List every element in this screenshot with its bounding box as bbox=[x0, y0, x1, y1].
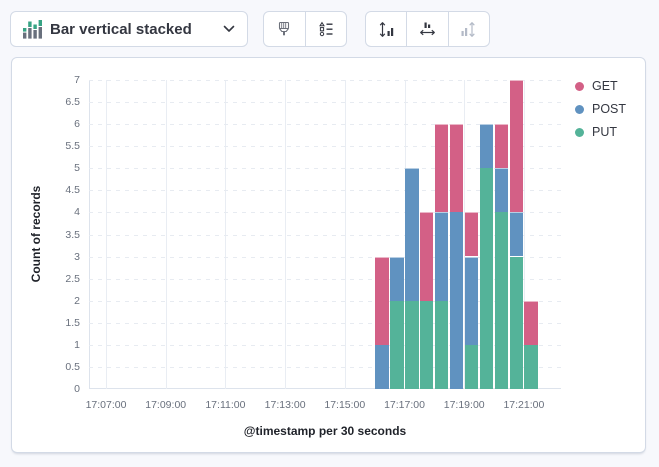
bar-segment-put[interactable] bbox=[419, 300, 434, 389]
bar-segment-put[interactable] bbox=[464, 344, 479, 389]
legend-dot-icon bbox=[575, 81, 584, 91]
horizontal-gridline bbox=[89, 278, 561, 280]
bar-segment-put[interactable] bbox=[434, 300, 449, 389]
legend-dot-icon bbox=[575, 127, 584, 137]
y-axis-tick-label: 4 bbox=[74, 206, 80, 219]
bar-segment-post[interactable] bbox=[375, 344, 389, 389]
y-axis-tick-label: 1 bbox=[74, 338, 80, 351]
legend: GET POST PUT bbox=[575, 79, 626, 148]
horizontal-gridline bbox=[89, 190, 561, 192]
chart-type-selector[interactable]: Bar vertical stacked bbox=[10, 11, 248, 47]
bar-segment-put[interactable] bbox=[390, 300, 404, 389]
bar-segment-post[interactable] bbox=[509, 212, 523, 257]
legend-dot-icon bbox=[575, 104, 584, 114]
y-axis-tick-label: 5.5 bbox=[65, 140, 80, 153]
bar-segment-get[interactable] bbox=[464, 212, 479, 257]
y-axis-tick-label: 4.5 bbox=[65, 184, 80, 197]
x-axis-tick-label: 17:13:00 bbox=[264, 399, 306, 411]
plot-area bbox=[89, 80, 561, 389]
chevron-down-icon bbox=[223, 25, 235, 33]
style-button-group bbox=[263, 11, 347, 47]
bar-segment-get[interactable] bbox=[434, 124, 449, 213]
bar-segment-put[interactable] bbox=[509, 256, 523, 389]
chart-panel: Count of records @timestamp per 30 secon… bbox=[11, 57, 646, 453]
bar-segment-put[interactable] bbox=[479, 168, 494, 389]
horizontal-gridline bbox=[89, 322, 561, 324]
y-axis-tick-label: 0 bbox=[74, 383, 80, 395]
x-axis-line bbox=[89, 388, 561, 389]
y-axis-tick-label: 3 bbox=[74, 250, 80, 263]
bottom-axis-button[interactable] bbox=[406, 12, 447, 46]
x-axis-tick-label: 17:15:00 bbox=[324, 399, 366, 411]
bar-segment-post[interactable] bbox=[449, 212, 464, 389]
y-axis-tick-label: 3.5 bbox=[65, 228, 80, 241]
x-axis-tick-label: 17:07:00 bbox=[85, 399, 127, 411]
legend-label: PUT bbox=[592, 125, 617, 139]
axis-right-icon bbox=[460, 21, 477, 38]
bar-segment-get[interactable] bbox=[509, 80, 523, 213]
horizontal-gridline bbox=[89, 256, 561, 258]
horizontal-gridline bbox=[89, 234, 561, 236]
horizontal-gridline bbox=[89, 366, 561, 368]
chart-type-label: Bar vertical stacked bbox=[50, 20, 192, 38]
y-axis-tick-label: 6.5 bbox=[65, 96, 80, 109]
horizontal-gridline bbox=[89, 212, 561, 214]
bar-vertical-stacked-icon bbox=[23, 19, 42, 39]
x-axis-title: @timestamp per 30 seconds bbox=[243, 424, 407, 438]
x-axis-tick-label: 17:11:00 bbox=[205, 399, 246, 411]
horizontal-gridline bbox=[89, 344, 561, 346]
horizontal-gridline bbox=[89, 102, 561, 104]
y-axis-tick-label: 2 bbox=[74, 294, 80, 307]
y-axis-tick-label: 0.5 bbox=[65, 360, 80, 373]
bar-segment-post[interactable] bbox=[405, 168, 419, 301]
legend-item-put[interactable]: PUT bbox=[575, 125, 626, 139]
axis-left-icon bbox=[378, 21, 395, 38]
bar-segment-get[interactable] bbox=[494, 124, 509, 169]
right-axis-button bbox=[447, 12, 489, 46]
y-axis-tick-label: 5 bbox=[74, 162, 80, 175]
horizontal-gridline bbox=[89, 300, 561, 302]
bar-segment-get[interactable] bbox=[449, 124, 464, 213]
paint-brush-icon bbox=[276, 21, 292, 37]
bar-segment-post[interactable] bbox=[464, 256, 479, 345]
x-axis-tick-label: 17:17:00 bbox=[384, 399, 425, 411]
bar-segment-post[interactable] bbox=[434, 212, 449, 301]
legend-label: POST bbox=[592, 102, 627, 116]
x-axis-tick-label: 17:21:00 bbox=[503, 399, 545, 411]
bar-segment-put[interactable] bbox=[494, 212, 509, 389]
y-axis-tick-label: 7 bbox=[74, 74, 80, 86]
y-axis-tick-label: 1.5 bbox=[65, 316, 80, 329]
legend-item-post[interactable]: POST bbox=[575, 102, 626, 116]
legend-values-button[interactable] bbox=[304, 12, 347, 46]
y-axis-tick-label: 2.5 bbox=[65, 272, 80, 285]
legend-values-icon bbox=[318, 21, 334, 37]
x-axis-tick-label: 17:19:00 bbox=[443, 399, 485, 411]
bar-segment-get[interactable] bbox=[419, 212, 434, 301]
left-axis-button[interactable] bbox=[366, 12, 406, 46]
horizontal-gridline bbox=[89, 146, 561, 148]
y-axis-tick-label: 6 bbox=[74, 118, 80, 131]
bar-segment-post[interactable] bbox=[494, 168, 509, 213]
horizontal-gridline bbox=[89, 80, 561, 81]
legend-label: GET bbox=[592, 79, 618, 93]
x-axis-tick-label: 17:09:00 bbox=[145, 399, 187, 411]
horizontal-gridline bbox=[89, 124, 561, 126]
bar-segment-post[interactable] bbox=[390, 256, 404, 301]
legend-item-get[interactable]: GET bbox=[575, 79, 626, 93]
horizontal-gridline bbox=[89, 168, 561, 170]
bar-segment-put[interactable] bbox=[524, 344, 538, 389]
visual-options-button[interactable] bbox=[264, 12, 305, 46]
bar-segment-post[interactable] bbox=[479, 124, 494, 169]
axis-bottom-icon bbox=[419, 21, 436, 38]
bar-segment-get[interactable] bbox=[375, 256, 389, 345]
bar-segment-put[interactable] bbox=[405, 300, 419, 389]
bar-segment-get[interactable] bbox=[524, 300, 538, 345]
editor-toolbar: Bar vertical stacked bbox=[0, 0, 659, 57]
axis-button-group bbox=[365, 11, 490, 47]
